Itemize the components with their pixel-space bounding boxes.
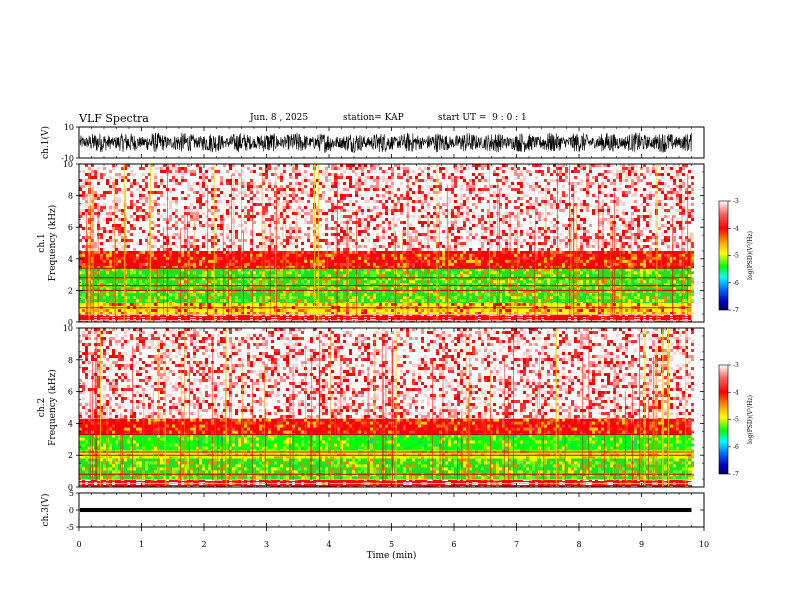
ch1-spectrogram-ytick-label: 2 [68, 286, 73, 295]
ch2-spectrogram-colorbar-label: log(PSD)(V²/Hz) [747, 395, 754, 444]
x-tick-label: 7 [514, 540, 519, 549]
ch1-spectrogram-colorbar [718, 200, 729, 311]
ch3-waveform-ytick-label: 5 [69, 489, 74, 498]
ch2-spectrogram-ytick-label: 10 [63, 324, 73, 333]
ch1-spectrogram-image [79, 164, 694, 322]
ch2-spectrogram-colorbar-tick-label: -7 [733, 471, 739, 478]
x-tick-label: 3 [264, 540, 269, 549]
ch1-spectrogram-colorbar-tick-label: -7 [733, 307, 739, 314]
ch1-waveform-ytick-label: -10 [61, 154, 74, 163]
ch1-spectrogram-ytick-label: 6 [68, 223, 73, 232]
ch2-spectrogram-ytick-label: 8 [68, 356, 73, 365]
ch1-spectrogram-ylabel-channel: ch.1 [37, 233, 47, 252]
x-tick-label: 1 [139, 540, 144, 549]
ch2-spectrogram-ylabel-channel: ch.2 [37, 398, 47, 417]
ch2-spectrogram-ylabel-freq: Frequency (kHz) [47, 369, 58, 446]
ch2-spectrogram-band [79, 479, 692, 487]
ch2-spectrogram-ytick-label: 6 [68, 388, 73, 397]
ch2-spectrogram-colorbar-tick-label: -5 [733, 417, 739, 424]
ch1-spectrogram-colorbar-tick-label: -3 [733, 198, 739, 205]
ch1-spectrogram-colorbar-label: log(PSD)(V²/Hz) [747, 231, 754, 280]
ch1-waveform-trace [79, 132, 692, 154]
ch2-spectrogram-colorbar-tick-label: -4 [733, 389, 739, 396]
ch3-waveform-ylabel: ch.3(V) [40, 494, 51, 527]
ch1-spectrogram-ylabel-freq: Frequency (kHz) [47, 205, 58, 282]
x-axis-label: Time (min) [367, 550, 417, 561]
ch2-spectrogram-colorbar-tick-label: -3 [733, 362, 739, 369]
x-tick-label: 9 [639, 540, 644, 549]
ch1-spectrogram-ytick-label: 0 [68, 318, 73, 327]
ch2-spectrogram-image [79, 328, 694, 488]
ch3-waveform-ytick-label: -5 [66, 523, 74, 532]
ch2-spectrogram-ytick-label: 2 [68, 451, 73, 460]
x-tick-label: 0 [76, 540, 81, 549]
station-label: station= KAP [343, 113, 404, 123]
ch1-waveform-ylabel: ch.1(V) [40, 126, 51, 159]
ch1-spectrogram-ytick-label: 10 [63, 160, 73, 169]
ch2-spectrogram-ytick-label: 0 [68, 483, 73, 492]
ch1-spectrogram-ytick-label: 4 [68, 255, 73, 264]
x-tick-label: 4 [326, 540, 331, 549]
x-tick-label: 8 [576, 540, 581, 549]
chart-title: VLF Spectra [79, 112, 149, 125]
ch1-spectrogram-colorbar-tick-label: -5 [733, 253, 739, 260]
ch3-waveform-trace [80, 507, 692, 513]
x-tick-label: 10 [699, 540, 709, 549]
x-tick-label: 6 [451, 540, 456, 549]
ch1-spectrogram-colorbar-tick-label: -4 [733, 225, 739, 232]
ch1-waveform-ytick-label: 10 [64, 123, 74, 132]
x-tick-label: 5 [389, 540, 394, 549]
start-time-label: start UT = 9 : 0 : 1 [438, 113, 527, 123]
x-tick-label: 2 [201, 540, 206, 549]
ch1-spectrogram-colorbar-tick-label: -6 [733, 280, 739, 287]
ch2-spectrogram-colorbar-tick-label: -6 [733, 444, 739, 451]
ch2-spectrogram-ytick-label: 4 [68, 419, 73, 428]
ch2-spectrogram-colorbar [718, 364, 729, 475]
ch1-spectrogram-ytick-label: 8 [68, 192, 73, 201]
ch3-waveform-ytick-label: 0 [69, 506, 74, 515]
date-label: Jun. 8 , 2025 [250, 113, 309, 123]
